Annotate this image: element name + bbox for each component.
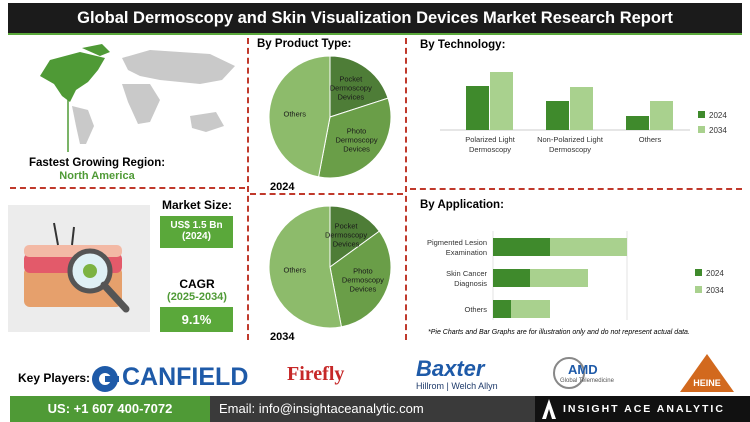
pie-slice	[268, 55, 331, 178]
logo-sub: Global Telemedicine	[560, 378, 614, 384]
canfield-icon	[92, 366, 119, 392]
divider	[250, 193, 403, 195]
region-value: North America	[59, 170, 135, 182]
slice-label: Photo Dermoscopy Devices	[341, 266, 384, 294]
logo: CANFIELD	[122, 363, 249, 391]
pie-chart	[268, 55, 392, 179]
footer-phone: US: +1 607 400-7072	[47, 401, 173, 416]
section-title: By Technology:	[420, 39, 506, 51]
bar-chart: Pigmented Lesion Examination Skin Cancer Di…	[427, 231, 724, 320]
legend-label: 2024	[706, 269, 724, 278]
cagr-period: (2025-2034)	[167, 291, 227, 303]
slice-label: Others	[283, 109, 307, 119]
skin-illustration	[8, 205, 150, 332]
bar-chart: Polarized Light Dermoscopy Non-Polarized L…	[440, 72, 727, 154]
market-size-label: Market Size:	[161, 198, 233, 212]
logo: Baxter	[416, 356, 485, 381]
bar	[546, 101, 569, 130]
pie-slice	[329, 230, 392, 328]
divider	[247, 38, 249, 340]
slice-label: Pocket Dermoscopy Devices	[324, 221, 368, 249]
market-size-value: US$ 1.5 Bn	[170, 220, 223, 231]
bar	[493, 300, 511, 318]
bar	[466, 86, 489, 130]
bar	[550, 238, 627, 256]
y-tick-label: Pigmented Lesion Examination	[427, 238, 487, 257]
divider	[410, 188, 742, 190]
logo: AMD	[568, 362, 598, 377]
pie-slice	[329, 55, 389, 118]
legend-label: 2024	[709, 111, 727, 120]
pie-year: 2034	[270, 331, 295, 343]
logo: HEINE	[693, 378, 721, 388]
y-tick-label: Others	[464, 305, 487, 314]
x-tick-label: Non-Polarized Light Dermoscopy	[537, 135, 604, 154]
footer-phone-bg	[10, 396, 210, 422]
logo: Firefly	[287, 363, 345, 385]
legend-swatch	[698, 111, 705, 118]
legend-swatch	[695, 269, 702, 276]
footer-brand: INSIGHT ACE ANALYTIC	[563, 403, 725, 415]
bar	[511, 300, 550, 318]
bar	[650, 101, 673, 130]
cagr-value: 9.1%	[160, 307, 233, 332]
market-size-box: US$ 1.5 Bn (2024)	[160, 216, 233, 248]
legend-label: 2034	[709, 126, 727, 135]
y-tick-label: Skin Cancer Diagnosis	[446, 269, 487, 288]
header-bar	[8, 3, 742, 35]
heine-icon	[680, 354, 734, 392]
legend-swatch	[695, 286, 702, 293]
region-label: Fastest Growing Region:	[28, 157, 166, 169]
section-title: By Application:	[420, 199, 504, 211]
footer-email: Email: info@insightaceanalytic.com	[219, 401, 424, 416]
section-title: By Product Type:	[257, 38, 352, 50]
key-players-label: Key Players:	[18, 371, 91, 385]
pie-slice	[329, 205, 381, 268]
slice-label: Others	[283, 265, 307, 275]
note: *Pie Charts and Bar Graphs are for illus…	[428, 329, 690, 336]
pie-slice	[317, 97, 392, 179]
pie-chart	[268, 205, 392, 329]
header-title: Global Dermoscopy and Skin Visualization…	[77, 9, 673, 27]
bar	[626, 116, 649, 130]
amd-icon	[553, 357, 585, 389]
brand-icon	[542, 399, 556, 419]
cagr-label: CAGR	[179, 277, 215, 291]
divider	[10, 187, 245, 189]
slice-label: Photo Dermoscopy Devices	[335, 126, 378, 154]
x-tick-label: Others	[639, 135, 662, 144]
legend-label: 2034	[706, 286, 724, 295]
logo-sub: Hillrom | Welch Allyn	[416, 381, 498, 391]
footer-brand-bg	[535, 396, 750, 422]
pie-slice	[268, 205, 343, 329]
bar	[490, 72, 513, 130]
bar	[570, 87, 593, 130]
bar	[493, 238, 550, 256]
footer-email-bg	[210, 396, 535, 422]
legend-swatch	[698, 126, 705, 133]
slice-label: Pocket Dermoscopy Devices	[329, 74, 372, 102]
bar	[493, 269, 530, 287]
bar	[530, 269, 588, 287]
market-size-year: (2024)	[182, 231, 211, 242]
pie-year: 2024	[270, 181, 295, 193]
x-tick-label: Polarized Light Dermoscopy	[465, 135, 516, 154]
world-map	[40, 44, 235, 152]
divider	[405, 38, 407, 340]
